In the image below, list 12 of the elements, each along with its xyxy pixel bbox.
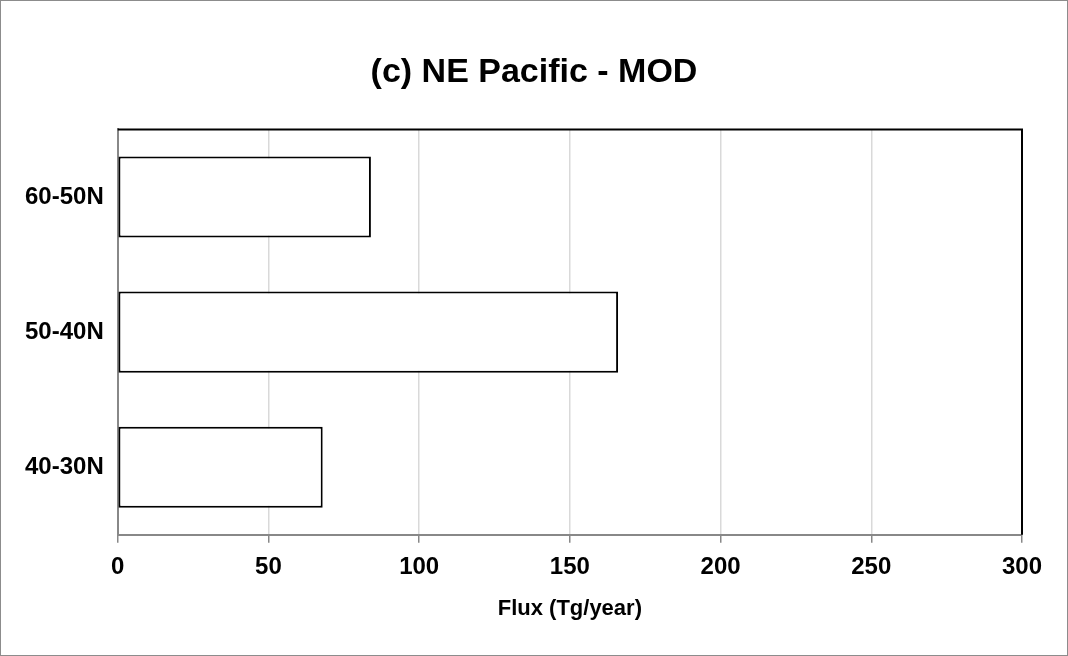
x-tick-label: 250	[851, 551, 892, 579]
x-tick-label: 300	[1001, 551, 1043, 579]
x-tick-label: 150	[549, 551, 590, 579]
x-tick-label: 200	[700, 551, 741, 579]
chart-title: (c) NE Pacific - MOD	[369, 51, 699, 90]
x-tick-label: 0	[111, 551, 125, 579]
y-tick-label: 40-30N	[25, 451, 104, 479]
x-tick-label: 100	[399, 551, 440, 579]
x-axis-title: Flux (Tg/year)	[497, 594, 642, 620]
y-tick-label: 60-50N	[25, 181, 104, 209]
x-tick-label: 50	[255, 551, 282, 579]
y-tick-label: 50-40N	[25, 316, 104, 344]
